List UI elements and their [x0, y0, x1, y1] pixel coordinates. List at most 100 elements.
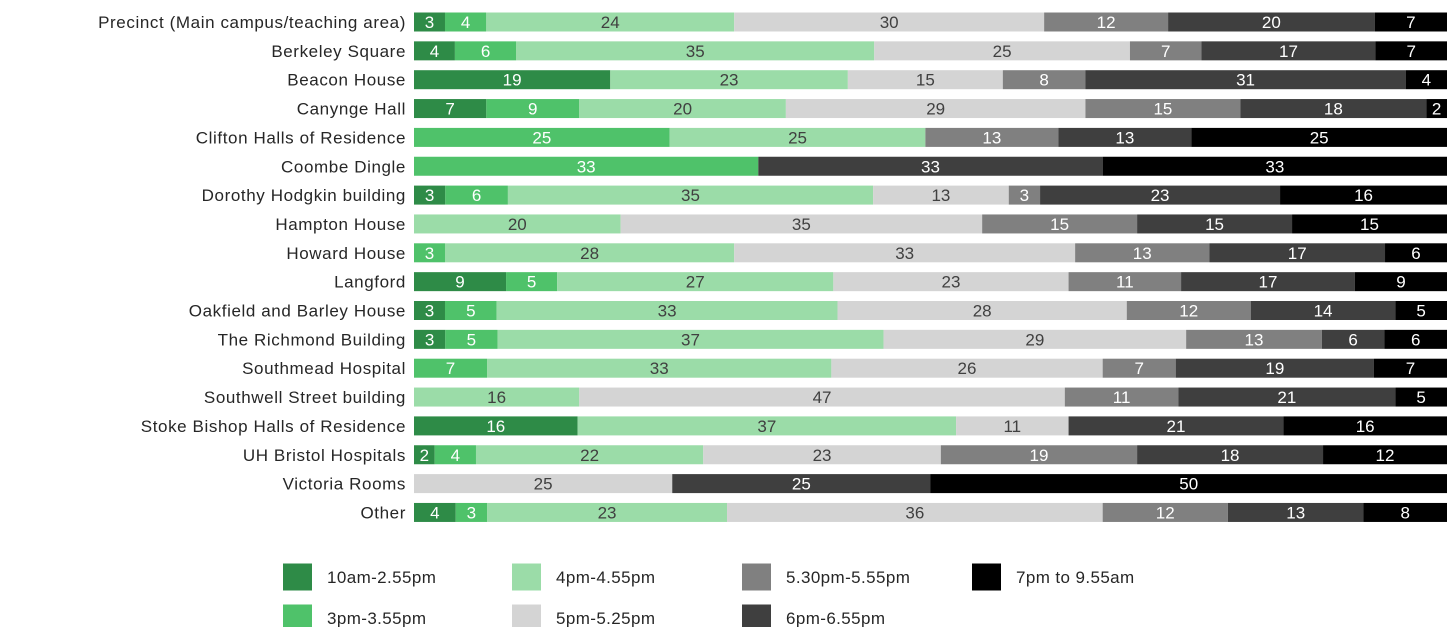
data-label: 16: [1354, 186, 1373, 205]
category-label: Precinct (Main campus/teaching area): [98, 13, 406, 32]
data-label: 7: [1406, 42, 1415, 61]
bar-segment: [1068, 272, 1182, 292]
data-label: 47: [813, 388, 832, 407]
data-label: 30: [880, 13, 899, 32]
bar-segment: [940, 445, 1138, 465]
bar-segment: [1395, 301, 1447, 320]
bar-segment: [1175, 358, 1374, 378]
data-label: 19: [1030, 446, 1049, 465]
data-label: 19: [1265, 359, 1284, 378]
bar-segment: [414, 70, 611, 90]
bar-segment: [1186, 329, 1322, 349]
data-label: 5: [1416, 302, 1425, 321]
data-label: 16: [487, 388, 506, 407]
bar-segment: [1040, 185, 1281, 205]
bar-segment: [1201, 41, 1376, 61]
bar-segment: [758, 156, 1103, 176]
data-label: 15: [1360, 215, 1379, 234]
data-label: 23: [941, 273, 960, 292]
data-label: 9: [455, 273, 464, 292]
data-label: 35: [681, 186, 700, 205]
data-label: 17: [1288, 244, 1307, 263]
bar-segment: [487, 502, 728, 522]
data-label: 7: [445, 100, 454, 119]
data-label: 2: [1432, 100, 1441, 119]
bar-segment: [610, 70, 848, 90]
legend-label: 7pm to 9.55am: [1016, 568, 1135, 587]
bar-segment: [620, 214, 983, 234]
bar-segment: [1181, 272, 1355, 292]
bar-segment: [444, 301, 497, 320]
bar-segment: [414, 41, 455, 61]
bar-segment: [1102, 156, 1447, 176]
legend-swatch: [512, 604, 541, 632]
bar-segment: [672, 474, 931, 494]
bar-segment: [785, 99, 1086, 119]
data-label: 11: [1003, 417, 1021, 436]
bar-segment: [833, 272, 1069, 292]
data-label: 15: [1153, 100, 1172, 119]
data-label: 19: [503, 71, 522, 90]
data-label: 12: [1179, 302, 1198, 321]
bars-layer: 3 4 24 30 12 20 74 6 35 25 7 17 719 23 15 8 31 47 9 20 29 15 1…: [414, 12, 1447, 522]
bar-segment: [414, 156, 759, 176]
category-label: Canynge Hall: [297, 100, 406, 119]
data-label: 33: [650, 359, 669, 378]
data-label: 17: [1279, 42, 1298, 61]
category-label: Beacon House: [287, 71, 406, 90]
bar-segment: [1178, 387, 1396, 407]
bar-segment: [1250, 301, 1396, 320]
bar-segment: [1058, 127, 1192, 147]
category-label: Stoke Bishop Halls of Residence: [141, 417, 406, 436]
bar-segment: [486, 99, 580, 119]
bar-segment: [1395, 387, 1447, 407]
bar-segment: [1426, 99, 1447, 119]
bar-segment: [1002, 70, 1086, 90]
bar-segment: [874, 41, 1130, 61]
data-label: 20: [508, 215, 527, 234]
bar-segment: [507, 185, 874, 205]
data-label: 33: [577, 157, 596, 176]
category-label: Southmead Hospital: [242, 359, 406, 378]
data-label: 36: [905, 503, 924, 522]
data-label: 3: [425, 244, 434, 263]
bar-segment: [516, 41, 875, 61]
legend-label: 4pm-4.55pm: [556, 568, 655, 587]
bar-segment: [1209, 243, 1386, 263]
data-label: 7: [1406, 13, 1415, 32]
data-label: 4: [461, 13, 470, 32]
bar-segment: [579, 99, 786, 119]
data-label: 3: [1020, 186, 1029, 205]
bar-segment: [496, 301, 838, 320]
data-label: 23: [598, 503, 617, 522]
data-label: 18: [1324, 100, 1343, 119]
bar-segment: [1129, 41, 1202, 61]
bar-segment: [577, 416, 957, 436]
legend-swatch: [742, 604, 771, 632]
data-label: 35: [792, 215, 811, 234]
bar-segment: [497, 329, 884, 349]
data-label: 4: [430, 42, 439, 61]
legend-label: 3pm-3.55pm: [327, 609, 426, 627]
data-label: 4: [430, 503, 439, 522]
bar-segment: [831, 358, 1103, 378]
bar-segment: [1375, 41, 1447, 61]
bar-segment: [1102, 502, 1228, 522]
bar-segment: [1075, 243, 1210, 263]
bar-segment: [734, 243, 1076, 263]
bar-segment: [1283, 416, 1447, 436]
data-label: 25: [532, 128, 551, 147]
data-label: 7: [1134, 359, 1143, 378]
bar-segment: [414, 445, 435, 465]
data-label: 25: [534, 475, 553, 494]
data-label: 5: [466, 302, 475, 321]
legend-swatch: [283, 604, 312, 632]
bar-segment: [956, 416, 1069, 436]
bar-segment: [414, 502, 456, 522]
bar-segment: [1280, 185, 1447, 205]
bar-segment: [434, 445, 476, 465]
data-label: 13: [982, 128, 1001, 147]
bar-segment: [506, 272, 558, 292]
bar-segment: [414, 185, 446, 205]
